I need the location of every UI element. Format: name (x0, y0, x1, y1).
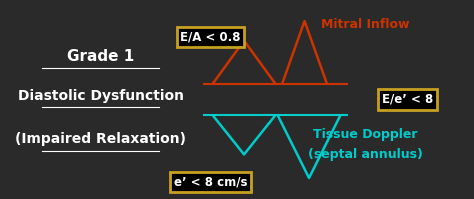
Text: E/e’ < 8: E/e’ < 8 (382, 93, 433, 106)
Text: Diastolic Dysfunction: Diastolic Dysfunction (18, 89, 183, 102)
Text: Mitral Inflow: Mitral Inflow (321, 19, 410, 31)
Text: Grade 1: Grade 1 (67, 49, 134, 64)
Text: E/A < 0.8: E/A < 0.8 (180, 30, 241, 43)
Text: e’ < 8 cm/s: e’ < 8 cm/s (173, 175, 247, 188)
Text: Tissue Doppler: Tissue Doppler (313, 128, 417, 141)
Text: (septal annulus): (septal annulus) (308, 148, 422, 161)
Text: (Impaired Relaxation): (Impaired Relaxation) (15, 132, 186, 146)
